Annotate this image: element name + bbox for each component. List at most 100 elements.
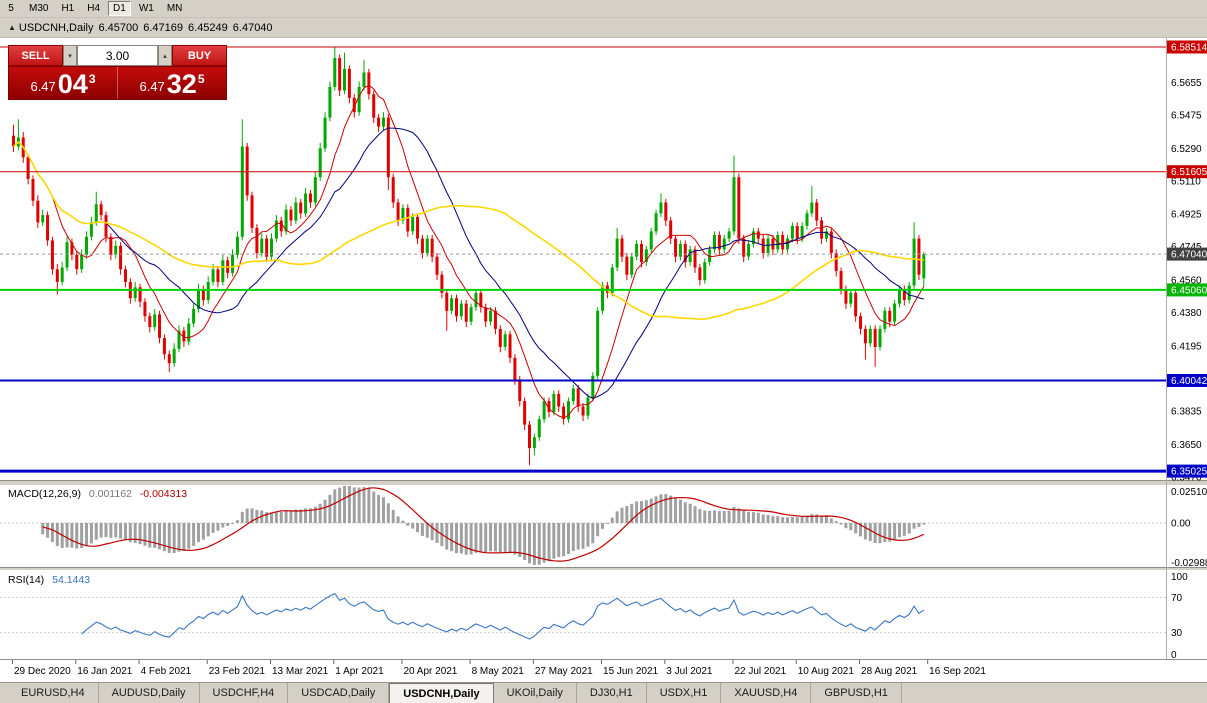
rsi-label: RSI(14) 54.1443 [8,574,95,586]
buy-price-prefix: 6.47 [139,79,165,94]
svg-text:6.5655: 6.5655 [1171,78,1202,89]
tab-gbpusd-h1[interactable]: GBPUSD,H1 [811,683,902,703]
timeframe-button-d1[interactable]: D1 [108,1,131,16]
svg-text:6.51605: 6.51605 [1171,167,1207,178]
price-scale[interactable]: 6.58356.56556.54756.52906.51106.49256.47… [1167,40,1207,662]
svg-text:20 Apr 2021: 20 Apr 2021 [403,666,457,677]
sell-button[interactable]: SELL [8,45,63,66]
volume-increase-icon[interactable]: ▴ [158,45,172,66]
ohlc-close: 6.47040 [232,21,273,34]
svg-text:15 Jun 2021: 15 Jun 2021 [603,666,658,677]
svg-text:6.40042: 6.40042 [1171,376,1207,387]
rsi-name: RSI(14) [8,574,45,586]
macd-histogram [41,486,926,565]
svg-text:10 Aug 2021: 10 Aug 2021 [798,666,855,677]
macd-value-signal: -0.004313 [139,488,188,500]
svg-text:6.4380: 6.4380 [1171,308,1202,319]
svg-text:6.5290: 6.5290 [1171,144,1202,155]
one-click-trading-panel: SELL ▾ ▴ BUY 6.47 04 3 6.47 32 5 [8,45,227,100]
macd-name: MACD(12,26,9) [8,488,81,500]
svg-text:6.47040: 6.47040 [1171,250,1207,261]
buy-price-pip: 5 [197,72,205,86]
svg-text:6.58514: 6.58514 [1171,43,1207,54]
svg-text:22 Jul 2021: 22 Jul 2021 [734,666,786,677]
chart-tab-bar: EURUSD,H4 AUDUSD,Daily USDCHF,H4 USDCAD,… [0,682,1207,703]
svg-text:6.3470: 6.3470 [1171,472,1202,483]
date-axis[interactable]: 29 Dec 2020 16 Jan 2021 4 Feb 2021 23 Feb 2… [12,660,987,677]
svg-text:6.4195: 6.4195 [1171,342,1202,353]
sell-price-pip: 3 [88,72,96,86]
svg-text:0: 0 [1171,650,1177,661]
timeframe-button-h1[interactable]: H1 [56,1,79,16]
svg-text:6.3835: 6.3835 [1171,407,1202,418]
buy-price-display[interactable]: 6.47 32 5 [117,67,226,99]
svg-text:8 May 2021: 8 May 2021 [472,666,525,677]
tab-eurusd-h4[interactable]: EURUSD,H4 [8,683,99,703]
svg-text:13 Mar 2021: 13 Mar 2021 [272,666,329,677]
tab-usdx-h1[interactable]: USDX,H1 [646,683,722,703]
svg-text:6.35025: 6.35025 [1171,467,1207,478]
svg-text:6.4925: 6.4925 [1171,210,1202,221]
sell-price-display[interactable]: 6.47 04 3 [9,67,117,99]
timeframe-button-m30[interactable]: M30 [24,1,53,16]
macd-label: MACD(12,26,9) 0.001162 -0.004313 [8,488,192,500]
svg-text:6.5475: 6.5475 [1171,110,1202,121]
svg-text:0.025108: 0.025108 [1171,487,1207,498]
buy-button[interactable]: BUY [172,45,227,66]
collapse-icon[interactable]: ▲ [8,23,16,32]
trade-panel-prices: 6.47 04 3 6.47 32 5 [8,66,227,100]
svg-text:30: 30 [1171,628,1183,639]
rsi-line [81,592,925,640]
price-chart-canvas[interactable]: 6.58356.56556.54756.52906.51106.49256.47… [0,18,1207,682]
svg-text:6.3650: 6.3650 [1171,440,1202,451]
svg-text:6.4560: 6.4560 [1171,276,1202,287]
ohlc-high: 6.47169 [143,21,184,34]
svg-text:-0.029880: -0.029880 [1171,558,1207,569]
timeframe-button-mn[interactable]: MN [162,1,188,16]
chart-window: ▲ USDCNH,Daily 6.45700 6.47169 6.45249 6… [0,18,1207,682]
chart-title-bar: ▲ USDCNH,Daily 6.45700 6.47169 6.45249 6… [0,18,1207,38]
svg-text:4 Feb 2021: 4 Feb 2021 [141,666,192,677]
tab-usdchf-h4[interactable]: USDCHF,H4 [199,683,289,703]
svg-text:28 Aug 2021: 28 Aug 2021 [861,666,918,677]
svg-text:1 Apr 2021: 1 Apr 2021 [335,666,384,677]
volume-decrease-icon[interactable]: ▾ [63,45,77,66]
tab-ukoil-daily[interactable]: UKOil,Daily [493,683,577,703]
tab-audusd-daily[interactable]: AUDUSD,Daily [98,683,200,703]
svg-text:100: 100 [1171,572,1188,583]
ohlc-low: 6.45249 [188,21,228,34]
svg-text:16 Sep 2021: 16 Sep 2021 [929,666,986,677]
svg-text:3 Jul 2021: 3 Jul 2021 [666,666,713,677]
sell-price-prefix: 6.47 [30,79,56,94]
timeframe-button-m5[interactable]: 5 [1,1,21,16]
buy-price-big: 32 [166,69,197,99]
trade-panel-controls: SELL ▾ ▴ BUY [8,45,227,66]
svg-text:70: 70 [1171,593,1183,604]
svg-text:27 May 2021: 27 May 2021 [535,666,593,677]
candlesticks [12,47,926,466]
macd-value-main: 0.001162 [88,488,132,500]
tab-dj30-h1[interactable]: DJ30,H1 [576,683,647,703]
svg-text:29 Dec 2020: 29 Dec 2020 [14,666,71,677]
ohlc-open: 6.45700 [98,21,139,34]
svg-text:6.5110: 6.5110 [1171,176,1201,187]
macd-signal-line [42,487,925,562]
rsi-value: 54.1443 [52,574,91,586]
tab-xauusd-h4[interactable]: XAUUSD,H4 [721,683,812,703]
timeframe-button-h4[interactable]: H4 [82,1,105,16]
ma-fast-line [13,84,925,419]
sell-price-big: 04 [57,69,88,99]
svg-text:23 Feb 2021: 23 Feb 2021 [209,666,266,677]
ma-medium-line [13,127,924,399]
timeframe-button-w1[interactable]: W1 [134,1,159,16]
tab-usdcad-daily[interactable]: USDCAD,Daily [288,683,390,703]
chart-symbol-period: USDCNH,Daily [18,21,94,34]
volume-input[interactable] [77,45,158,66]
svg-text:0.00: 0.00 [1171,519,1191,530]
svg-text:16 Jan 2021: 16 Jan 2021 [77,666,132,677]
svg-text:6.45060: 6.45060 [1171,285,1207,296]
chart-background [0,38,1207,682]
tab-usdcnh-daily[interactable]: USDCNH,Daily [389,683,494,703]
ma-slow-line [12,140,924,321]
